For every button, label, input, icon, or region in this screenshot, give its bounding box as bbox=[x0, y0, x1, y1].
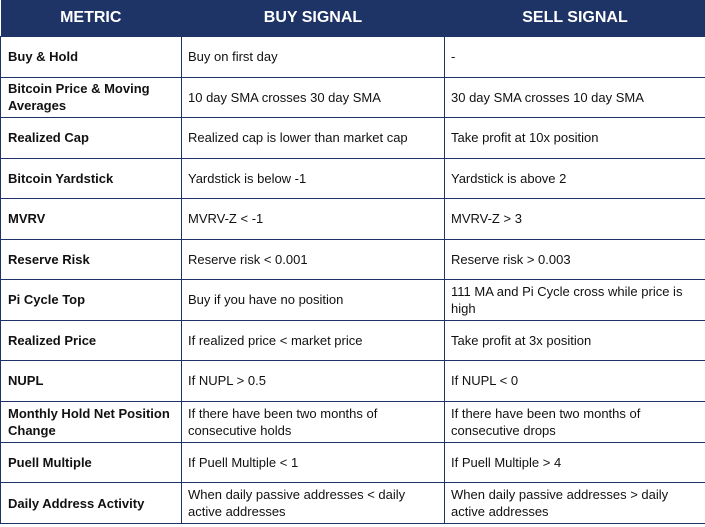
sell-signal-column-header: SELL SIGNAL bbox=[444, 0, 705, 37]
sell-signal-cell: Take profit at 10x position bbox=[444, 117, 705, 159]
buy-signal-cell: Reserve risk < 0.001 bbox=[181, 238, 445, 280]
sell-signal-cell: If there have been two months of consecu… bbox=[444, 400, 705, 443]
table-row: Realized Price If realized price < marke… bbox=[0, 319, 705, 361]
table-row: MVRV MVRV-Z < -1 MVRV-Z > 3 bbox=[0, 198, 705, 240]
sell-signal-cell: Yardstick is above 2 bbox=[444, 157, 705, 199]
buy-signal-cell: MVRV-Z < -1 bbox=[181, 198, 445, 240]
table-row: Buy & Hold Buy on first day - bbox=[0, 36, 705, 78]
metric-cell: Bitcoin Yardstick bbox=[0, 157, 182, 199]
buy-signal-cell: If there have been two months of consecu… bbox=[181, 400, 445, 443]
metric-column-header: METRIC bbox=[0, 0, 182, 37]
buy-signal-cell: Yardstick is below -1 bbox=[181, 157, 445, 199]
sell-signal-cell: When daily passive addresses > daily act… bbox=[444, 482, 705, 524]
sell-signal-cell: - bbox=[444, 36, 705, 78]
buy-signal-cell: Buy on first day bbox=[181, 36, 445, 78]
metric-cell: Puell Multiple bbox=[0, 441, 182, 483]
sell-signal-cell: Reserve risk > 0.003 bbox=[444, 238, 705, 280]
sell-signal-cell: MVRV-Z > 3 bbox=[444, 198, 705, 240]
table-row: Bitcoin Yardstick Yardstick is below -1 … bbox=[0, 157, 705, 199]
sell-signal-cell: 30 day SMA crosses 10 day SMA bbox=[444, 76, 705, 118]
table-header: METRIC BUY SIGNAL SELL SIGNAL bbox=[0, 0, 705, 37]
buy-signal-cell: If realized price < market price bbox=[181, 319, 445, 361]
sell-signal-cell: If Puell Multiple > 4 bbox=[444, 441, 705, 483]
table-row: Pi Cycle Top Buy if you have no position… bbox=[0, 279, 705, 321]
header-row: METRIC BUY SIGNAL SELL SIGNAL bbox=[0, 0, 705, 37]
sell-signal-cell: Take profit at 3x position bbox=[444, 319, 705, 361]
metric-cell: MVRV bbox=[0, 198, 182, 240]
metric-cell: Reserve Risk bbox=[0, 238, 182, 280]
metric-cell: Monthly Hold Net Position Change bbox=[0, 400, 182, 443]
table-row: Monthly Hold Net Position Change If ther… bbox=[0, 400, 705, 443]
table-body: Buy & Hold Buy on first day - Bitcoin Pr… bbox=[0, 36, 705, 524]
metric-cell: Daily Address Activity bbox=[0, 482, 182, 524]
sell-signal-cell: 111 MA and Pi Cycle cross while price is… bbox=[444, 279, 705, 321]
metric-cell: Realized Price bbox=[0, 319, 182, 361]
buy-signal-cell: Buy if you have no position bbox=[181, 279, 445, 321]
metric-cell: NUPL bbox=[0, 360, 182, 402]
metric-cell: Realized Cap bbox=[0, 117, 182, 159]
metric-cell: Pi Cycle Top bbox=[0, 279, 182, 321]
sell-signal-cell: If NUPL < 0 bbox=[444, 360, 705, 402]
table-row: NUPL If NUPL > 0.5 If NUPL < 0 bbox=[0, 360, 705, 402]
buy-signal-cell: If NUPL > 0.5 bbox=[181, 360, 445, 402]
buy-signal-cell: Realized cap is lower than market cap bbox=[181, 117, 445, 159]
table-row: Puell Multiple If Puell Multiple < 1 If … bbox=[0, 441, 705, 483]
buy-signal-column-header: BUY SIGNAL bbox=[181, 0, 445, 37]
buy-signal-cell: If Puell Multiple < 1 bbox=[181, 441, 445, 483]
table-row: Realized Cap Realized cap is lower than … bbox=[0, 117, 705, 159]
table-row: Bitcoin Price & Moving Averages 10 day S… bbox=[0, 76, 705, 118]
metric-cell: Buy & Hold bbox=[0, 36, 182, 78]
table-row: Reserve Risk Reserve risk < 0.001 Reserv… bbox=[0, 238, 705, 280]
metric-cell: Bitcoin Price & Moving Averages bbox=[0, 76, 182, 118]
table-row: Daily Address Activity When daily passiv… bbox=[0, 482, 705, 524]
buy-signal-cell: 10 day SMA crosses 30 day SMA bbox=[181, 76, 445, 118]
buy-signal-cell: When daily passive addresses < daily act… bbox=[181, 482, 445, 524]
